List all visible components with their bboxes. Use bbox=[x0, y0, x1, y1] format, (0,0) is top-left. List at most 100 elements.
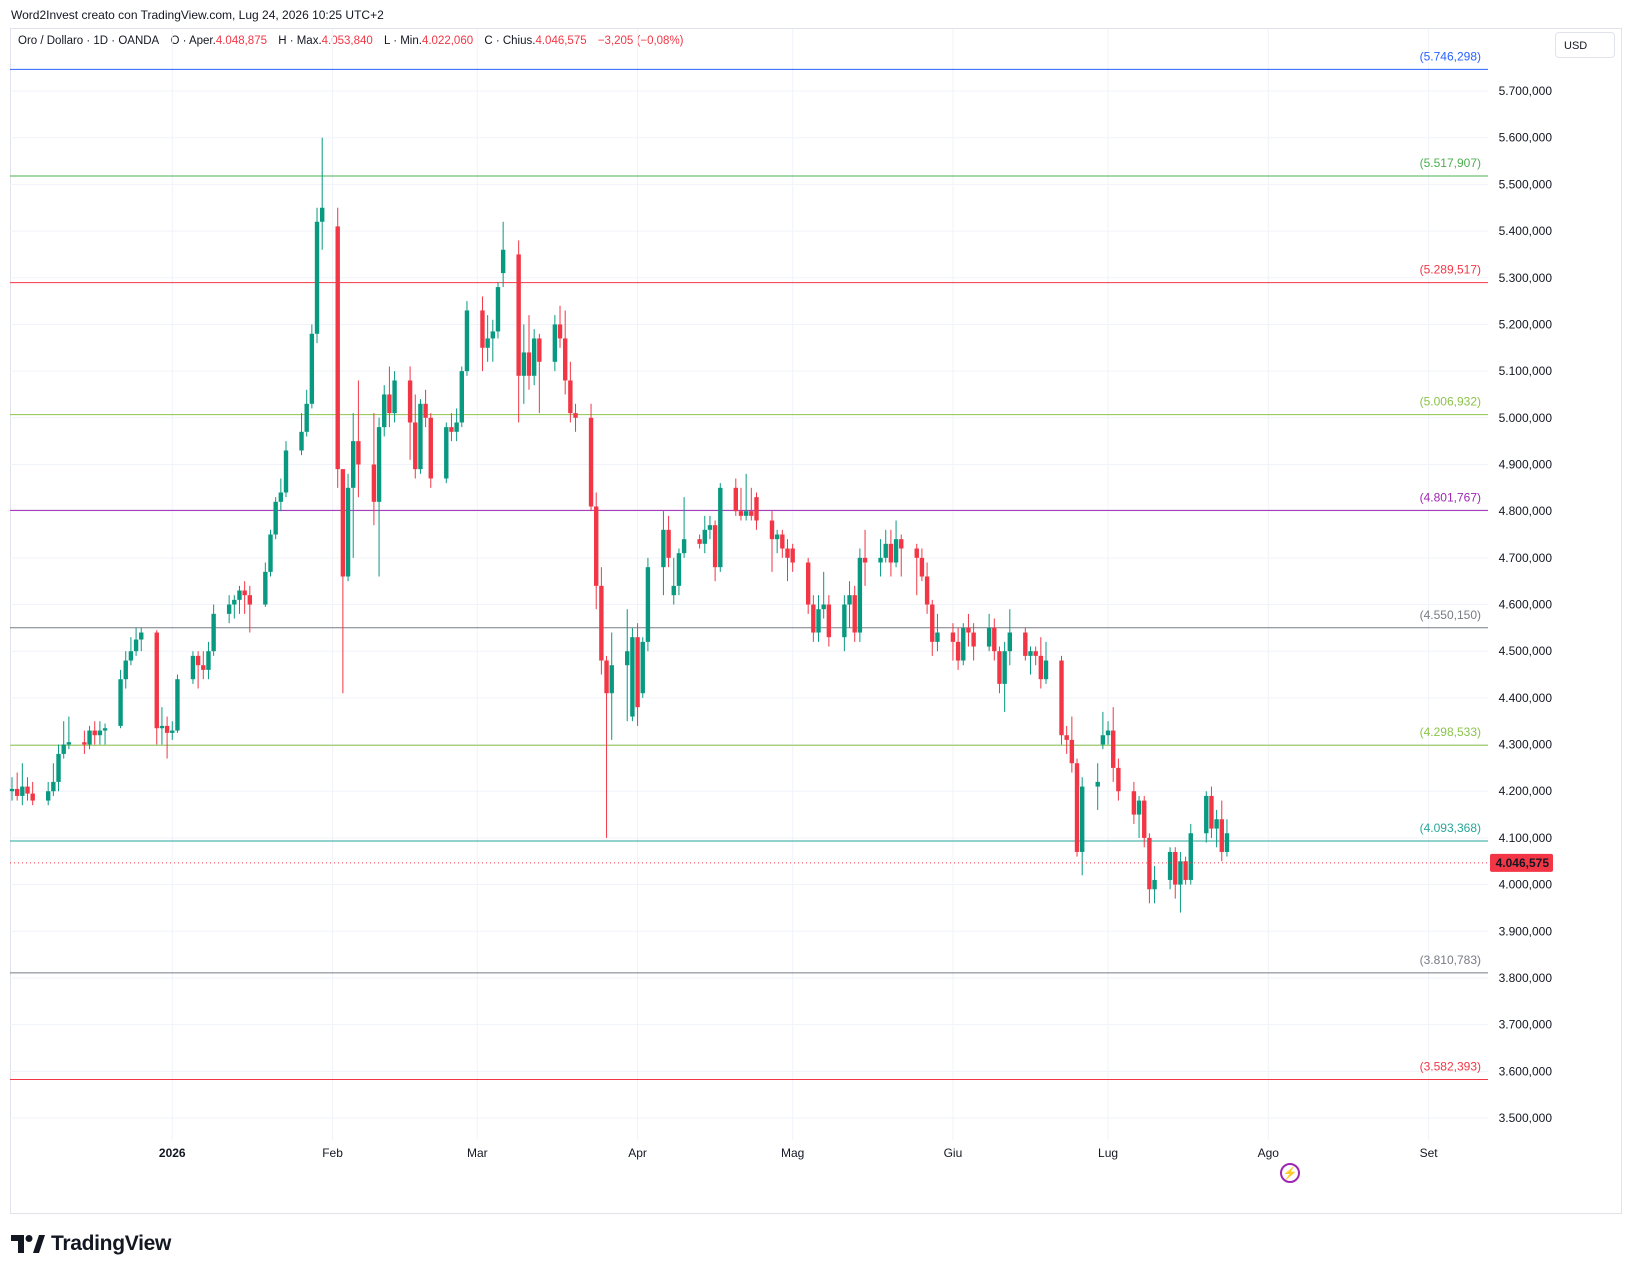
candle bbox=[237, 585, 242, 614]
x-tick-label: Apr bbox=[628, 1146, 647, 1160]
candle-body bbox=[562, 338, 568, 381]
candle bbox=[428, 413, 433, 488]
candle bbox=[87, 725, 92, 750]
candle bbox=[170, 721, 175, 740]
candle-body bbox=[273, 501, 278, 535]
candle bbox=[56, 744, 61, 792]
candle bbox=[1147, 833, 1152, 904]
candle bbox=[769, 511, 775, 572]
grid bbox=[10, 29, 1488, 1140]
candle bbox=[1152, 865, 1157, 904]
candle bbox=[676, 548, 682, 596]
x-tick-label: Giu bbox=[944, 1146, 963, 1160]
candle bbox=[562, 310, 568, 395]
candle bbox=[1043, 641, 1049, 684]
candle-body bbox=[242, 590, 247, 596]
candle bbox=[226, 595, 232, 624]
candle bbox=[423, 389, 428, 428]
candle-body bbox=[857, 557, 863, 633]
candle bbox=[1064, 725, 1069, 754]
x-tick-label: Mar bbox=[467, 1146, 488, 1160]
candle bbox=[924, 562, 930, 614]
candle bbox=[754, 492, 759, 530]
candle bbox=[961, 623, 966, 666]
y-tick-label: 5.600,000 bbox=[1499, 131, 1553, 145]
candle bbox=[128, 637, 134, 666]
candle bbox=[376, 417, 382, 577]
candle-body bbox=[671, 585, 676, 596]
candle-body bbox=[852, 595, 857, 633]
currency-selector[interactable]: USD bbox=[1555, 32, 1615, 58]
candle bbox=[206, 641, 211, 680]
candle bbox=[1033, 646, 1038, 666]
candle bbox=[919, 548, 925, 582]
candle-body bbox=[640, 641, 645, 694]
candle-body bbox=[423, 403, 428, 418]
symbol-name[interactable]: Oro / Dollaro · 1D · OANDA bbox=[18, 35, 160, 47]
candle bbox=[485, 315, 490, 362]
candle-body bbox=[1064, 735, 1069, 740]
candle bbox=[92, 721, 97, 745]
y-tick-label: 3.700,000 bbox=[1499, 1018, 1553, 1032]
candle-body bbox=[232, 599, 237, 605]
candle-body bbox=[1038, 655, 1044, 680]
candle-body bbox=[1131, 791, 1137, 815]
fib-level-label: (5.517,907) bbox=[1420, 156, 1481, 170]
candle-body bbox=[950, 632, 956, 642]
candle bbox=[1007, 609, 1013, 666]
candle-body bbox=[1095, 781, 1100, 787]
candle bbox=[738, 487, 744, 521]
y-tick-label: 5.400,000 bbox=[1499, 224, 1553, 238]
candle-body bbox=[464, 310, 470, 372]
candle bbox=[935, 613, 940, 652]
candle-body bbox=[211, 613, 216, 652]
candle-body bbox=[351, 441, 356, 488]
candle-body bbox=[371, 464, 377, 502]
candle-body bbox=[935, 632, 940, 642]
candle bbox=[718, 483, 723, 572]
candle-body bbox=[961, 627, 966, 661]
candle-body bbox=[1142, 800, 1147, 838]
tradingview-logo[interactable]: TradingView bbox=[11, 1232, 171, 1256]
candle-body bbox=[283, 450, 289, 493]
candle bbox=[531, 329, 537, 386]
candle-body bbox=[971, 632, 976, 647]
events-bolt-icon[interactable]: ⚡ bbox=[1280, 1163, 1300, 1183]
candle-body bbox=[340, 469, 346, 577]
candle-body bbox=[780, 534, 785, 549]
candle-body bbox=[847, 595, 852, 605]
x-tick-label: Lug bbox=[1098, 1146, 1118, 1160]
y-tick-label: 4.800,000 bbox=[1499, 504, 1553, 518]
candle-body bbox=[190, 655, 196, 680]
last-price-label: 4.046,575 bbox=[1496, 856, 1550, 870]
candle bbox=[878, 539, 883, 577]
candle-body bbox=[20, 786, 25, 796]
candle-body bbox=[888, 543, 894, 563]
y-tick-label: 4.700,000 bbox=[1499, 551, 1553, 565]
y-tick-label: 5.500,000 bbox=[1499, 177, 1553, 191]
candle-body bbox=[914, 548, 919, 558]
candle-body bbox=[1023, 632, 1028, 656]
candle-body bbox=[676, 553, 682, 586]
candle-body bbox=[924, 576, 930, 605]
candle-body bbox=[1002, 651, 1007, 684]
candle-body bbox=[1074, 763, 1080, 852]
fib-level-label: (3.582,393) bbox=[1420, 1060, 1481, 1074]
candle-body bbox=[61, 744, 66, 754]
candle-body bbox=[299, 431, 304, 451]
candle bbox=[702, 515, 707, 554]
candle-body bbox=[733, 487, 738, 512]
candle-body bbox=[599, 585, 604, 661]
candle bbox=[568, 361, 573, 423]
candle bbox=[537, 333, 542, 414]
candle bbox=[588, 403, 594, 512]
candle-body bbox=[697, 539, 702, 544]
candle-body bbox=[966, 627, 971, 633]
candle bbox=[1002, 641, 1007, 712]
fib-level-label: (3.810,783) bbox=[1420, 953, 1481, 967]
candle bbox=[857, 548, 863, 642]
candle bbox=[604, 655, 609, 838]
candle bbox=[1079, 777, 1085, 876]
candle-body bbox=[1007, 632, 1013, 652]
